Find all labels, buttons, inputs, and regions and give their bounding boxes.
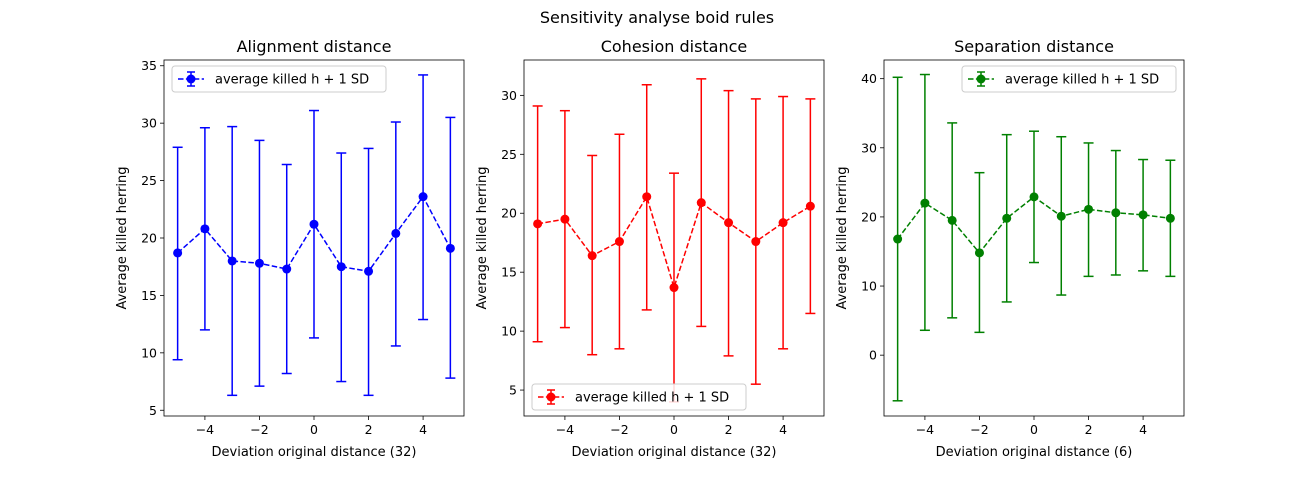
data-point [974,248,984,258]
chart-title: Separation distance [954,37,1114,56]
data-point [1056,211,1066,221]
data-point [696,198,706,208]
data-point [282,264,292,274]
y-tick-label: 30 [501,88,517,103]
legend-box [171,65,387,93]
y-tick-label: 10 [141,345,157,360]
y-tick-label: 15 [501,265,517,280]
x-tick-label: 4 [419,422,427,437]
x-axis-label: Deviation original distance (32) [212,445,417,460]
data-point [1138,210,1148,220]
data-point [1084,204,1094,214]
legend: average killed h + 1 SD [531,383,747,411]
y-tick-label: 30 [861,140,877,155]
data-point [418,192,428,202]
y-tick-label: 10 [861,279,877,294]
y-tick-label: 20 [501,206,517,221]
x-tick-label: 4 [1139,422,1147,437]
chart-title: Cohesion distance [601,37,748,56]
data-point [642,192,652,202]
data-point [778,218,788,228]
legend-label: average killed h + 1 SD [215,73,369,88]
x-tick-label: −2 [970,422,988,437]
chart-1: −4 −2 0 2 4 5 10 15 20 25 30 Cohesion distance Devia… [475,37,825,460]
x-axis-label: Deviation original distance (6) [936,445,1133,460]
data-point [173,248,183,258]
chart-0: −4 −2 0 2 4 5 10 15 20 25 30 35 Alignment distance De… [115,37,465,460]
legend-box [961,65,1177,93]
y-tick-label: 0 [869,348,877,363]
x-tick-label: 2 [365,422,373,437]
x-tick-label: −4 [916,422,934,437]
legend-label: average killed h + 1 SD [1005,73,1159,88]
data-point [254,258,264,268]
data-point [920,198,930,208]
data-point [1165,213,1175,223]
data-point [533,219,543,229]
legend-marker [546,392,556,402]
series-line [537,194,811,291]
legend-marker [976,74,986,84]
y-axis-label: Average killed herring [475,166,490,309]
data-point [587,251,597,261]
y-tick-label: 35 [141,58,157,73]
data-point [560,214,570,224]
x-tick-label: 2 [725,422,733,437]
y-tick-label: 25 [141,173,157,188]
data-point [614,237,624,247]
legend-marker [186,74,196,84]
y-tick-label: 5 [509,383,517,398]
data-point [445,243,455,253]
data-point [1111,208,1121,218]
x-tick-label: −2 [250,422,268,437]
y-tick-label: 5 [149,403,157,418]
data-point [751,237,761,247]
x-tick-label: −2 [610,422,628,437]
x-tick-label: 0 [1030,422,1038,437]
legend-label: average killed h + 1 SD [575,391,729,406]
data-point [364,266,374,276]
y-tick-label: 10 [501,324,517,339]
data-point [947,215,957,225]
y-axis-label: Average killed herring [115,166,130,309]
data-point [893,234,903,244]
data-point [724,218,734,228]
chart-title: Alignment distance [237,37,392,56]
y-tick-label: 20 [861,209,877,224]
data-point [391,228,401,238]
y-tick-label: 30 [141,116,157,131]
x-tick-label: 0 [310,422,318,437]
data-point [309,219,319,229]
y-tick-label: 25 [501,147,517,162]
y-tick-label: 20 [141,231,157,246]
data-point [805,201,815,211]
x-tick-label: 0 [670,422,678,437]
y-tick-label: 40 [861,71,877,86]
data-point [227,256,237,266]
x-tick-label: −4 [556,422,574,437]
x-tick-label: −4 [196,422,214,437]
data-point [1002,213,1012,223]
x-tick-label: 2 [1085,422,1093,437]
data-point [200,224,210,234]
y-axis-label: Average killed herring [835,166,850,309]
x-axis-label: Deviation original distance (32) [572,445,777,460]
data-point [336,262,346,272]
legend: average killed h + 1 SD [961,65,1177,93]
legend-box [531,383,747,411]
x-tick-label: 4 [779,422,787,437]
legend: average killed h + 1 SD [171,65,387,93]
figure-suptitle: Sensitivity analyse boid rules [540,8,774,27]
y-tick-label: 15 [141,288,157,303]
data-point [1029,192,1039,202]
data-point [669,283,679,293]
